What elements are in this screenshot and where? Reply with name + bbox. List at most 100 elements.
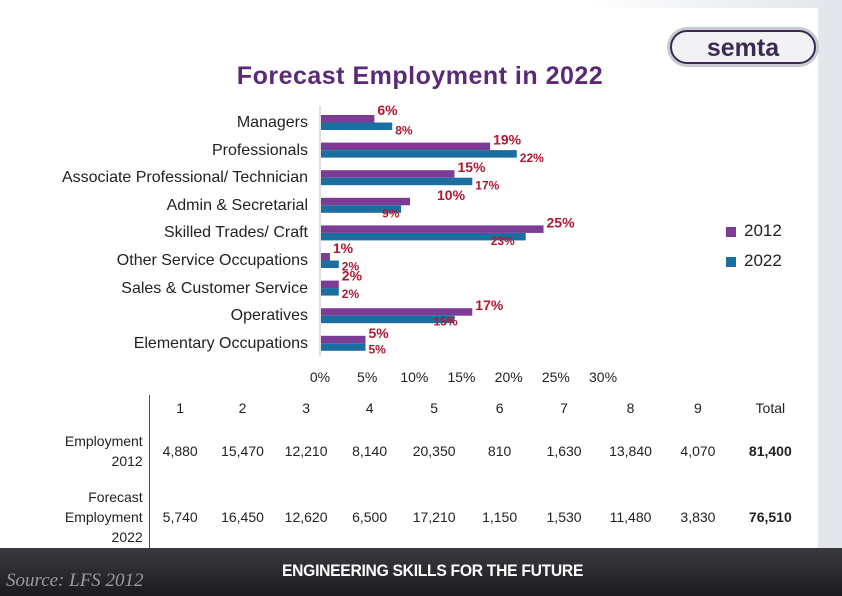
value-label-2012: 25% [547,214,576,230]
chart-title: Forecast Employment in 2022 [236,62,604,90]
logo-text: semta [707,34,780,62]
value-label-2022: 22% [520,151,544,165]
x-tick-label: 10% [400,369,429,385]
bar-2012 [321,335,366,344]
employment-table: 1 2 3 4 5 6 7 8 9 Total Employment 2012 4… [24,395,810,553]
table-cell: 810 [487,443,512,459]
value-label-2022: 23% [491,234,515,248]
table-header-cell: 1 [176,400,185,416]
legend-label-2012: 2012 [744,221,782,240]
bar-2022 [321,150,517,158]
table-cell: 4,880 [162,443,198,459]
legend-swatch-2022 [726,256,736,267]
table-header-cell: 2 [238,400,247,416]
legend-item-2022: 2022 [726,251,782,271]
category-label: Professionals [211,141,308,159]
table-corner [24,395,150,421]
bar-2012 [321,142,491,151]
value-label-2012: 6% [377,102,398,118]
x-tick-label: 5% [357,369,378,385]
bar-2012 [321,280,339,289]
source-note: Source: LFS 2012 [6,570,144,591]
table-header-cell: 9 [694,400,702,416]
legend-label-2022: 2022 [744,251,782,270]
table-cell: 12,210 [284,443,328,459]
bar-2012 [321,253,330,261]
table-cell-total: 76,510 [748,509,792,525]
table-cell: 4,070 [680,443,716,459]
bar-2022 [321,177,473,186]
category-label: Other Service Occupations [116,252,308,269]
bar-2022 [321,122,393,130]
table-header-cell: 6 [495,400,504,416]
bar-2012 [321,115,375,123]
category-label: Admin & Secretarial [166,196,308,214]
category-label: Operatives [230,307,308,325]
table-cell: 1,630 [546,443,582,459]
table-cell: 1,150 [482,509,518,525]
footer-tagline: ENGINEERING SKILLS FOR THE FUTURE [282,561,584,580]
value-label-2022: 2% [342,260,360,274]
x-tick-label: 30% [589,369,618,385]
bar-chart: 6%8%19%22%15%17%10%9%25%23%1%2%2%2%17%15… [319,102,575,357]
table-cell: 1,530 [546,509,582,525]
value-label-2012: 1% [333,240,354,256]
table-cell: 20,350 [412,443,456,459]
table-cell: 6,500 [352,509,388,525]
table-header-cell: 8 [626,400,635,416]
bar-2022 [321,232,526,241]
table-header-cell: Total [755,400,786,416]
row-header-forecast-2022: Forecast Employment 2022 [24,481,150,553]
table-header-cell: 7 [560,400,568,416]
footer-bar [0,548,842,596]
legend-item-2012: 2012 [726,221,782,241]
table-header-cell: 5 [430,400,439,416]
semta-logo: semta [667,27,819,67]
x-tick-label: 25% [541,369,570,385]
table-cell: 12,620 [284,509,328,525]
bar-2012 [321,308,473,316]
value-label-2012: 10% [437,187,466,203]
table-header-cell: 3 [302,400,310,416]
bar-2022 [321,205,402,213]
value-label-2012: 2% [342,268,363,284]
value-label-2022: 15% [434,315,458,329]
bar-2022 [321,315,455,324]
category-label: Skilled Trades/ Craft [163,224,308,242]
table-row: Employment 2012 4,880 15,470 12,210 8,140… [24,421,810,481]
table-cell: 15,470 [221,443,264,459]
bar-2022 [321,288,339,296]
table-row: Forecast Employment 2022 5,740 16,450 12,6… [24,481,810,553]
bars [321,115,544,351]
value-label-2022: 5% [369,342,387,356]
table-cell: 13,840 [609,443,652,459]
value-label-2012: 5% [369,325,390,341]
bar-2012 [321,225,544,233]
value-label-2022: 2% [342,287,360,301]
table-cell: 17,210 [412,509,456,525]
table-cell: 16,450 [221,509,264,525]
table-cell-total: 81,400 [748,443,792,459]
value-label-2022: 9% [382,206,400,220]
bar-2022 [321,343,366,351]
table-cell: 11,480 [609,509,652,525]
table-header-cell: 4 [365,400,374,416]
category-label: Associate Professional/ Technician [61,169,308,187]
bar-2022 [321,260,339,268]
table-cell: 3,830 [680,509,716,525]
value-labels: 6%8%19%22%15%17%10%9%25%23%1%2%2%2%17%15… [333,102,575,356]
legend-swatch-2012 [726,226,736,237]
bar-2012 [321,170,455,178]
value-label-2012: 15% [458,159,487,175]
x-tick-label: 20% [494,369,523,385]
content-card [18,8,818,548]
value-label-2012: 17% [475,297,504,313]
x-tick-label: 15% [447,369,476,385]
category-label: Managers [236,114,308,131]
category-label: Elementary Occupations [133,334,308,352]
row-header-employment-2012: Employment 2012 [24,421,150,481]
value-label-2012: 19% [493,132,522,148]
category-label: Sales & Customer Service [121,279,308,297]
bar-2012 [321,197,410,206]
table-header-row: 1 2 3 4 5 6 7 8 9 Total [24,395,810,421]
